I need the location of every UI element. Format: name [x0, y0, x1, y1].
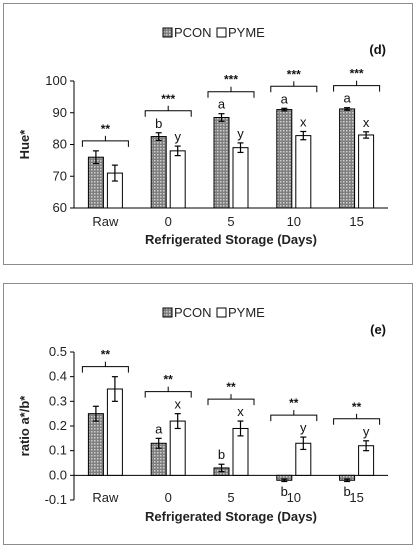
y-tick-label: 0.1 — [49, 443, 67, 458]
legend-label-pcon: PCON — [174, 305, 212, 320]
y-tick-label: 0.5 — [49, 344, 67, 359]
y-tick-label: 0.2 — [49, 418, 67, 433]
significance-stars: ** — [164, 373, 174, 387]
significance-stars: ** — [226, 380, 236, 394]
significance-bracket — [144, 110, 192, 117]
legend-swatch-pcon — [162, 307, 173, 318]
x-tick-label: 15 — [349, 490, 363, 505]
significance-letter: y — [363, 424, 370, 439]
significance-letter: a — [281, 91, 289, 106]
x-tick-label: 10 — [287, 214, 301, 229]
x-tick-label: 5 — [227, 214, 234, 229]
pcon-bar — [87, 413, 104, 476]
significance-bracket — [81, 366, 129, 373]
y-tick-label: -0.1 — [45, 492, 67, 507]
significance-bracket — [270, 85, 318, 93]
x-tick-label: 15 — [349, 214, 363, 229]
significance-letter: x — [174, 397, 181, 412]
y-axis-title: Hue* — [17, 129, 32, 160]
significance-letter: a — [218, 97, 226, 112]
significance-letter: x — [363, 115, 370, 130]
significance-letter: a — [343, 91, 351, 106]
significance-letter: y — [174, 129, 181, 144]
x-tick-label: 10 — [287, 490, 301, 505]
significance-stars: ** — [101, 348, 111, 362]
significance-bracket — [270, 414, 318, 422]
significance-stars: ** — [352, 400, 362, 414]
y-tick-label: 100 — [45, 73, 67, 88]
significance-bracket — [144, 391, 192, 398]
legend-label-pyme: PYME — [228, 305, 265, 320]
significance-stars: *** — [224, 73, 238, 87]
significance-letter: x — [300, 114, 307, 129]
significance-stars: *** — [161, 92, 175, 106]
pcon-bar — [276, 109, 293, 209]
legend-label-pcon: PCON — [174, 25, 212, 40]
pcon-bar — [213, 117, 230, 209]
y-tick-label: 70 — [53, 168, 67, 183]
y-axis-title: ratio a*/b* — [17, 395, 32, 457]
pyme-bar — [106, 388, 123, 476]
significance-bracket — [207, 398, 255, 406]
x-axis-title: Refrigerated Storage (Days) — [145, 232, 317, 247]
significance-bracket — [333, 418, 381, 425]
y-tick-label: 0.0 — [49, 467, 67, 482]
pyme-bar — [169, 150, 186, 209]
legend-swatch-pyme — [216, 27, 227, 38]
significance-stars: *** — [287, 67, 301, 81]
significance-stars: ** — [289, 396, 299, 410]
legend-swatch-pcon — [162, 27, 173, 38]
pyme-bar — [358, 134, 375, 209]
chart-panel-e: -0.1 0.0 0.1 0.2 0.3 0.4 0.5 Raw 0 5 10 15 ** a x ** b x *… — [3, 283, 413, 545]
x-tick-label: Raw — [92, 490, 119, 505]
significance-stars: *** — [350, 67, 364, 81]
pcon-bar — [339, 108, 356, 209]
y-tick-label: 0.3 — [49, 393, 67, 408]
significance-letter: b — [218, 447, 225, 462]
y-tick-label: 90 — [53, 105, 67, 120]
y-tick-label: 80 — [53, 137, 67, 152]
panel-label: (e) — [370, 322, 386, 337]
y-tick-label: 60 — [53, 200, 67, 215]
pyme-bar — [295, 135, 312, 209]
pyme-bar — [232, 147, 249, 209]
x-tick-label: Raw — [92, 214, 119, 229]
pcon-bar — [150, 136, 167, 209]
significance-stars: ** — [101, 122, 111, 136]
legend-label-pyme: PYME — [228, 25, 265, 40]
pcon-bar — [87, 156, 104, 209]
x-tick-label: 5 — [227, 490, 234, 505]
significance-letter: a — [155, 421, 163, 436]
significance-bracket — [81, 140, 129, 147]
panel-label: (d) — [369, 42, 386, 57]
significance-letter: b — [155, 116, 162, 131]
significance-letter: b — [343, 484, 350, 499]
x-tick-label: 0 — [165, 490, 172, 505]
significance-letter: x — [237, 404, 244, 419]
significance-letter: b — [281, 484, 288, 499]
y-tick-label: 0.4 — [49, 369, 67, 384]
significance-bracket — [333, 85, 381, 92]
chart-panel-d: 60 70 80 90 100 Raw 0 5 10 15 ** b y *** a y *** a x *** a x *… — [3, 3, 413, 265]
legend-swatch-pyme — [216, 307, 227, 318]
significance-letter: y — [237, 126, 244, 141]
x-tick-label: 0 — [165, 214, 172, 229]
significance-bracket — [207, 91, 255, 98]
x-axis-title: Refrigerated Storage (Days) — [145, 509, 317, 524]
pyme-bar — [169, 420, 186, 476]
significance-letter: y — [300, 420, 307, 435]
